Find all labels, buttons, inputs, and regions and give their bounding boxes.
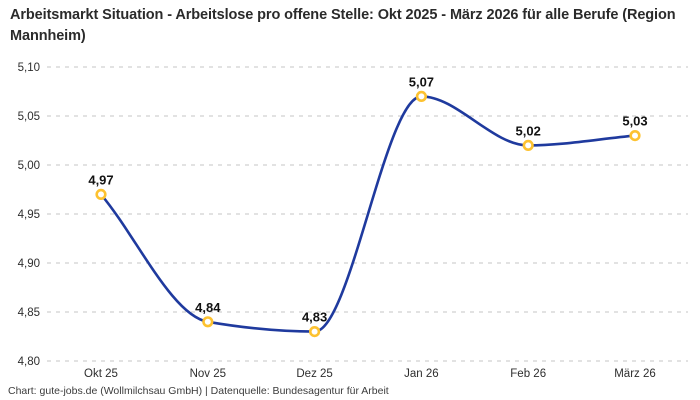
y-axis-tick-label: 5,00 [18, 160, 40, 172]
data-point-value-label: 4,97 [88, 172, 113, 187]
data-point-marker [629, 130, 641, 142]
x-axis-tick-label: März 26 [614, 368, 656, 380]
x-axis-tick-label: Jan 26 [404, 368, 439, 380]
data-point-value-label: 5,07 [409, 74, 434, 89]
data-point-marker [95, 188, 107, 200]
data-point-value-label: 4,84 [195, 300, 221, 315]
x-axis-tick-label: Dez 25 [296, 368, 332, 380]
data-point-marker [522, 139, 534, 151]
y-axis-tick-label: 4,95 [18, 209, 40, 221]
y-axis-tick-label: 5,10 [18, 62, 40, 74]
chart-title: Arbeitsmarkt Situation - Arbeitslose pro… [10, 7, 676, 44]
chart-attribution: Chart: gute-jobs.de (Wollmilchsau GmbH) … [8, 385, 389, 397]
data-point-value-label: 5,03 [622, 114, 647, 129]
data-point-value-label: 4,83 [302, 310, 327, 325]
y-axis-tick-label: 4,80 [18, 356, 40, 368]
x-axis-tick-label: Feb 26 [510, 368, 546, 380]
y-axis-tick-label: 4,90 [18, 258, 40, 270]
data-point-marker [309, 326, 321, 338]
y-axis-tick-label: 4,85 [18, 307, 40, 319]
data-point-marker [415, 90, 428, 102]
y-axis-tick-label: 5,05 [18, 111, 40, 123]
x-axis-tick-label: Okt 25 [84, 368, 118, 380]
x-axis-tick-label: Nov 25 [190, 368, 226, 380]
data-point-marker [202, 316, 214, 328]
data-point-value-label: 5,02 [516, 123, 541, 138]
